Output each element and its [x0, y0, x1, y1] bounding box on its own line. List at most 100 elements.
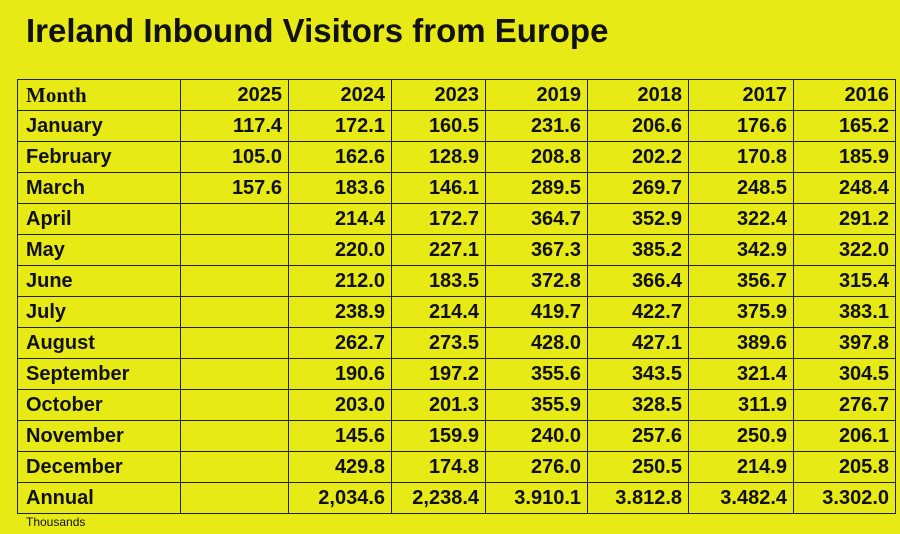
table-body: January 117.4 172.1 160.5 231.6 206.6 176.6 165… [17, 110, 896, 514]
table-cell: 311.9 [688, 389, 794, 421]
row-label: February [17, 141, 181, 173]
table-row: January 117.4 172.1 160.5 231.6 206.6 176.6 165… [17, 110, 896, 142]
header-year-2025: 2025 [180, 79, 289, 111]
row-label: July [17, 296, 181, 328]
table-row: June 212.0 183.5 372.8 366.4 356.7 315.4 [17, 265, 896, 297]
table-cell [180, 389, 289, 421]
table-cell: 422.7 [587, 296, 689, 328]
table-cell [180, 327, 289, 359]
row-label: January [17, 110, 181, 142]
table-cell: 145.6 [288, 420, 392, 452]
table-cell: 214.9 [688, 451, 794, 483]
table-cell: 427.1 [587, 327, 689, 359]
row-label: September [17, 358, 181, 390]
table-cell: 105.0 [180, 141, 289, 173]
table-cell: 172.1 [288, 110, 392, 142]
table-cell: 248.5 [688, 172, 794, 204]
table-cell: 269.7 [587, 172, 689, 204]
table-cell: 375.9 [688, 296, 794, 328]
table-cell: 176.6 [688, 110, 794, 142]
row-label: June [17, 265, 181, 297]
table-cell: 206.6 [587, 110, 689, 142]
table-row: July 238.9 214.4 419.7 422.7 375.9 383.1 [17, 296, 896, 328]
table-cell: 366.4 [587, 265, 689, 297]
table-cell: 419.7 [485, 296, 588, 328]
table-cell: 3.812.8 [587, 482, 689, 514]
table-cell: 262.7 [288, 327, 392, 359]
table-cell: 429.8 [288, 451, 392, 483]
table-cell: 372.8 [485, 265, 588, 297]
table-cell: 174.8 [391, 451, 486, 483]
table-cell: 2,034.6 [288, 482, 392, 514]
table-row: November 145.6 159.9 240.0 257.6 250.9 206.1 [17, 420, 896, 452]
row-label: May [17, 234, 181, 266]
header-year-2019: 2019 [485, 79, 588, 111]
header-year-2023: 2023 [391, 79, 486, 111]
table-cell: 202.2 [587, 141, 689, 173]
table-cell: 383.1 [793, 296, 896, 328]
table-row: February 105.0 162.6 128.9 208.8 202.2 170.8 18… [17, 141, 896, 173]
row-label: March [17, 172, 181, 204]
table-cell: 355.6 [485, 358, 588, 390]
table-cell: 257.6 [587, 420, 689, 452]
row-label: April [17, 203, 181, 235]
table-cell: 3.302.0 [793, 482, 896, 514]
table-row: March 157.6 183.6 146.1 289.5 269.7 248.5 248.4 [17, 172, 896, 204]
table-cell: 352.9 [587, 203, 689, 235]
visitors-table: Month 2025 2024 2023 2019 2018 2017 2016 Januar… [17, 79, 896, 514]
table-cell [180, 296, 289, 328]
table-cell: 273.5 [391, 327, 486, 359]
table-cell: 240.0 [485, 420, 588, 452]
table-cell: 397.8 [793, 327, 896, 359]
table-cell: 212.0 [288, 265, 392, 297]
table-cell: 250.5 [587, 451, 689, 483]
table-cell: 248.4 [793, 172, 896, 204]
table-cell: 165.2 [793, 110, 896, 142]
header-year-2017: 2017 [688, 79, 794, 111]
table-cell: 214.4 [391, 296, 486, 328]
table-cell: 172.7 [391, 203, 486, 235]
table-cell: 208.8 [485, 141, 588, 173]
table-cell: 343.5 [587, 358, 689, 390]
table-cell: 201.3 [391, 389, 486, 421]
table-cell: 160.5 [391, 110, 486, 142]
table-cell: 231.6 [485, 110, 588, 142]
table-cell: 183.5 [391, 265, 486, 297]
table-cell: 157.6 [180, 172, 289, 204]
table-cell: 276.0 [485, 451, 588, 483]
table-cell: 3.482.4 [688, 482, 794, 514]
table-cell: 356.7 [688, 265, 794, 297]
table-cell [180, 203, 289, 235]
table-cell: 342.9 [688, 234, 794, 266]
table-cell: 203.0 [288, 389, 392, 421]
table-row: October 203.0 201.3 355.9 328.5 311.9 276.7 [17, 389, 896, 421]
table-cell [180, 234, 289, 266]
row-label: December [17, 451, 181, 483]
table-row: September 190.6 197.2 355.6 343.5 321.4 304.5 [17, 358, 896, 390]
header-year-2016: 2016 [793, 79, 896, 111]
table-cell: 183.6 [288, 172, 392, 204]
table-cell: 385.2 [587, 234, 689, 266]
table-cell: 291.2 [793, 203, 896, 235]
table-cell: 205.8 [793, 451, 896, 483]
table-cell: 117.4 [180, 110, 289, 142]
table-cell: 146.1 [391, 172, 486, 204]
table-cell: 322.0 [793, 234, 896, 266]
table-cell: 304.5 [793, 358, 896, 390]
table-cell: 2,238.4 [391, 482, 486, 514]
row-label: October [17, 389, 181, 421]
table-row: April 214.4 172.7 364.7 352.9 322.4 291.2 [17, 203, 896, 235]
table-cell: 321.4 [688, 358, 794, 390]
table-cell: 238.9 [288, 296, 392, 328]
table-cell: 190.6 [288, 358, 392, 390]
table-cell: 3.910.1 [485, 482, 588, 514]
chart-title: Ireland Inbound Visitors from Europe [26, 12, 609, 49]
header-month: Month [17, 79, 181, 111]
table-cell [180, 358, 289, 390]
row-label: August [17, 327, 181, 359]
table-cell: 328.5 [587, 389, 689, 421]
table-cell: 185.9 [793, 141, 896, 173]
header-year-2018: 2018 [587, 79, 689, 111]
table-cell: 276.7 [793, 389, 896, 421]
table-cell: 315.4 [793, 265, 896, 297]
